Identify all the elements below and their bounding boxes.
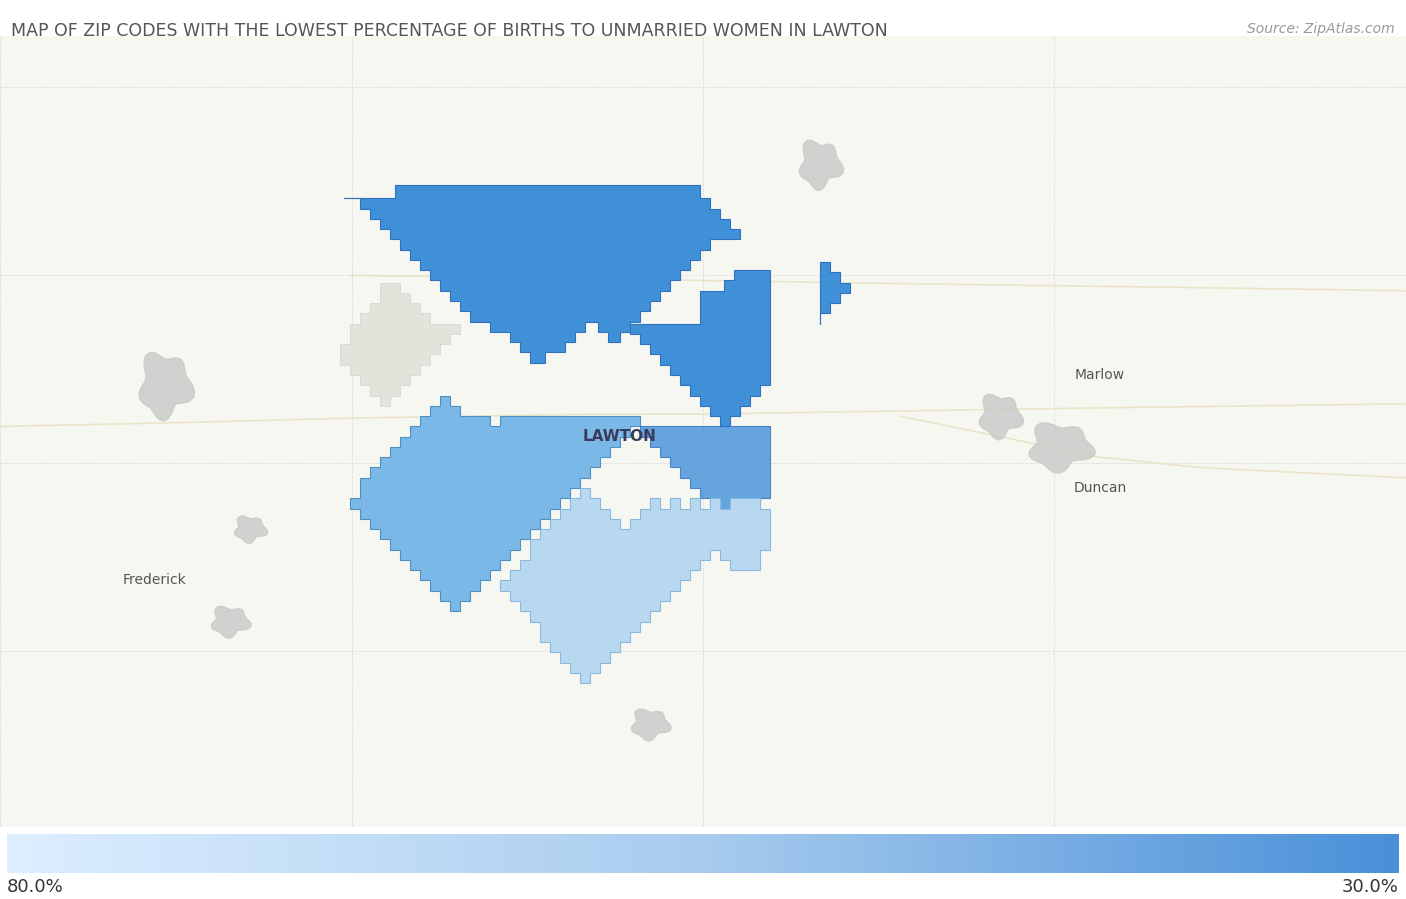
Polygon shape xyxy=(631,709,671,741)
Polygon shape xyxy=(630,271,770,426)
Polygon shape xyxy=(211,606,252,638)
Polygon shape xyxy=(235,516,267,543)
Text: Frederick: Frederick xyxy=(124,574,187,588)
Text: Source: ZipAtlas.com: Source: ZipAtlas.com xyxy=(1247,22,1395,37)
Polygon shape xyxy=(640,426,770,549)
Text: MAP OF ZIP CODES WITH THE LOWEST PERCENTAGE OF BIRTHS TO UNMARRIED WOMEN IN LAWT: MAP OF ZIP CODES WITH THE LOWEST PERCENT… xyxy=(11,22,889,40)
Polygon shape xyxy=(350,396,640,611)
Polygon shape xyxy=(501,488,770,683)
Text: Marlow: Marlow xyxy=(1076,368,1125,382)
Polygon shape xyxy=(800,140,844,191)
Text: LAWTON: LAWTON xyxy=(583,429,657,444)
Text: Duncan: Duncan xyxy=(1073,481,1126,495)
Polygon shape xyxy=(1029,423,1095,473)
Polygon shape xyxy=(340,282,460,405)
Text: 30.0%: 30.0% xyxy=(1343,877,1399,895)
Polygon shape xyxy=(344,185,740,362)
Polygon shape xyxy=(820,262,851,324)
Text: 80.0%: 80.0% xyxy=(7,877,63,895)
Polygon shape xyxy=(980,395,1024,440)
Polygon shape xyxy=(139,352,194,421)
